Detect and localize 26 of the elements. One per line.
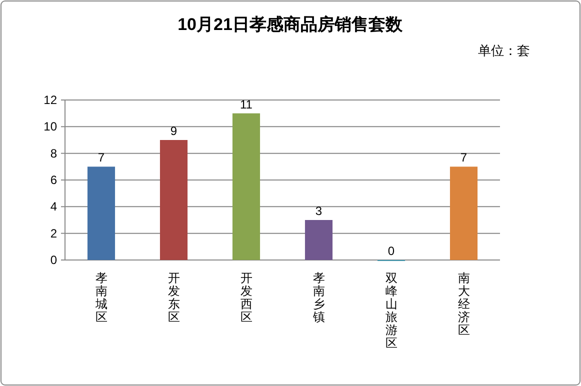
bar xyxy=(87,166,116,260)
y-tick-label: 6 xyxy=(50,173,58,187)
x-tick-label: 孝南乡镇 xyxy=(312,271,325,324)
y-tick-label: 12 xyxy=(44,93,58,107)
x-tick-label: 双峰山旅游区 xyxy=(385,271,398,350)
bar xyxy=(160,140,188,260)
data-label: 11 xyxy=(240,97,253,112)
y-tick-label: 4 xyxy=(50,200,58,214)
y-tick-label: 2 xyxy=(50,226,58,240)
y-tick-label: 8 xyxy=(50,146,58,160)
x-tick-label: 南大经济区 xyxy=(458,271,470,337)
bar xyxy=(304,220,333,260)
y-tick-label: 0 xyxy=(50,253,58,267)
data-label: 3 xyxy=(315,204,322,218)
data-label: 7 xyxy=(98,150,105,165)
data-label: 7 xyxy=(460,150,468,165)
chart-title: 10月21日孝感商品房销售套数 xyxy=(178,15,404,34)
data-label: 9 xyxy=(170,124,178,138)
x-tick-label: 开发东区 xyxy=(168,271,180,324)
x-tick-label: 孝南城区 xyxy=(94,271,108,324)
y-tick-label: 10 xyxy=(44,120,58,134)
data-label: 0 xyxy=(388,244,395,258)
text: 单位：套 xyxy=(478,43,530,58)
bar xyxy=(450,166,478,260)
bar xyxy=(232,113,260,260)
x-tick-label: 开发西区 xyxy=(240,271,252,324)
